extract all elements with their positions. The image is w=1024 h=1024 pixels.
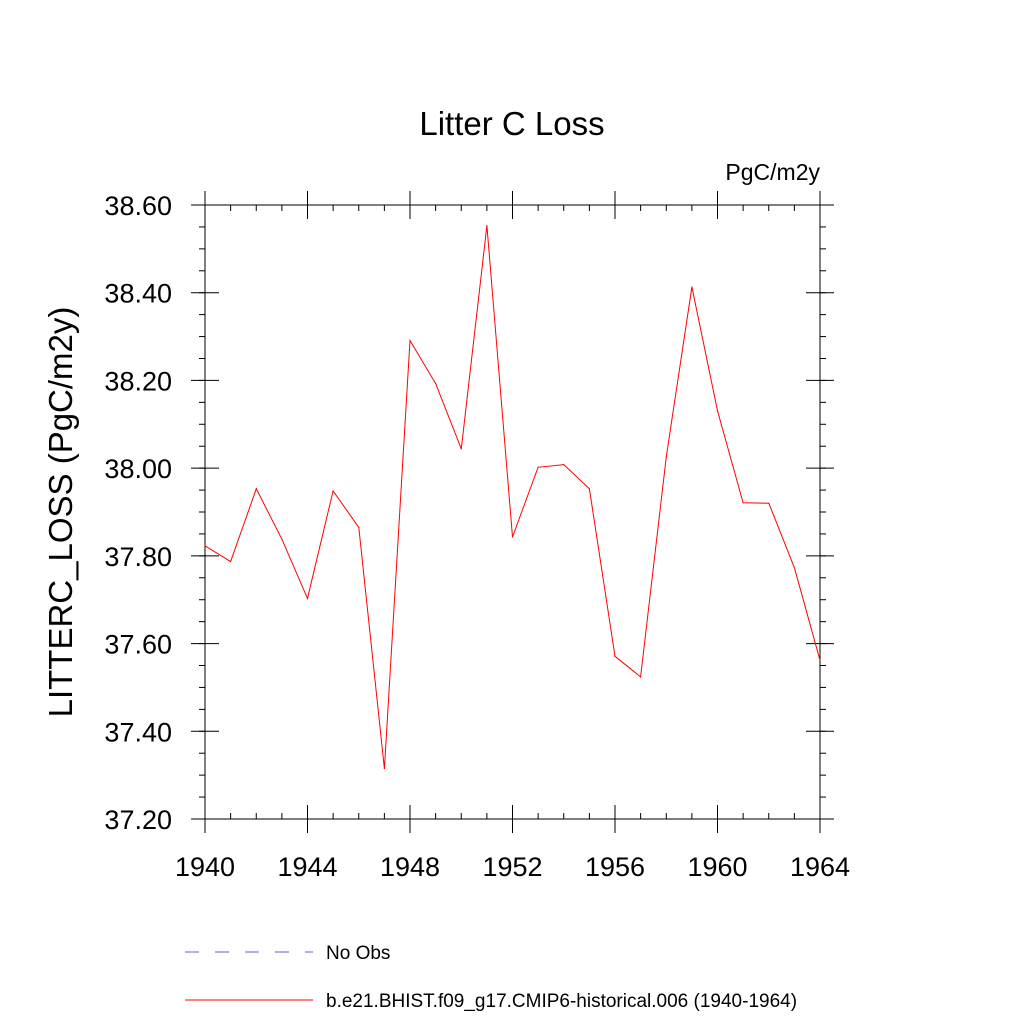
x-tick-label: 1960: [687, 852, 747, 882]
data-point: [793, 567, 795, 569]
y-tick-label: 38.40: [104, 279, 172, 309]
data-point: [511, 536, 514, 538]
data-point: [563, 464, 565, 466]
legend-label: b.e21.BHIST.f09_g17.CMIP6-historical.006…: [326, 991, 797, 1012]
axes: 1940 1944 1948 1952 1956 1960 1964 37.20 37.40 37…: [104, 191, 850, 882]
data-point: [486, 225, 488, 227]
x-tick-label: 1952: [482, 852, 542, 882]
x-tick-label: 1940: [175, 852, 235, 882]
data-point: [614, 655, 616, 657]
data-point: [768, 502, 770, 504]
y-tick-label: 38.20: [104, 366, 172, 396]
data-point: [435, 382, 437, 385]
data-point: [281, 538, 283, 540]
y-tick-label: 38.60: [104, 191, 172, 221]
data-point: [332, 490, 334, 492]
data-point: [716, 410, 719, 412]
data-point: [460, 448, 462, 450]
data-point: [409, 339, 411, 342]
data-point: [640, 676, 642, 678]
legend-label: No Obs: [326, 943, 390, 964]
x-tick-label: 1948: [380, 852, 440, 882]
y-tick-label: 37.60: [104, 630, 172, 660]
data-point: [255, 488, 257, 490]
data-point: [383, 767, 385, 770]
plot-frame: [204, 204, 821, 820]
data-point: [588, 488, 590, 490]
plot-area: [204, 225, 821, 770]
data-point: [819, 659, 821, 661]
y-tick-label: 37.80: [104, 542, 172, 572]
units-label: PgC/m2y: [725, 159, 820, 185]
legend: No Obs b.e21.BHIST.f09_g17.CMIP6-historic…: [185, 943, 797, 1012]
data-point: [537, 466, 539, 468]
data-point: [742, 502, 744, 504]
y-tick-label: 38.00: [104, 454, 172, 484]
y-axis-label: LITTERC_LOSS (PgC/m2y): [42, 307, 79, 718]
chart-title: Litter C Loss: [419, 105, 604, 142]
data-point: [204, 545, 206, 547]
x-tick-label: 1964: [790, 852, 850, 882]
data-point: [358, 526, 360, 528]
series-line: [204, 225, 821, 769]
data-point: [691, 286, 693, 288]
data-point: [665, 456, 667, 458]
y-tick-label: 37.20: [104, 805, 172, 835]
x-tick-label: 1956: [585, 852, 645, 882]
data-point: [230, 560, 232, 563]
x-tick-label: 1944: [277, 852, 337, 882]
y-tick-label: 37.40: [104, 717, 172, 747]
data-point: [306, 597, 309, 599]
